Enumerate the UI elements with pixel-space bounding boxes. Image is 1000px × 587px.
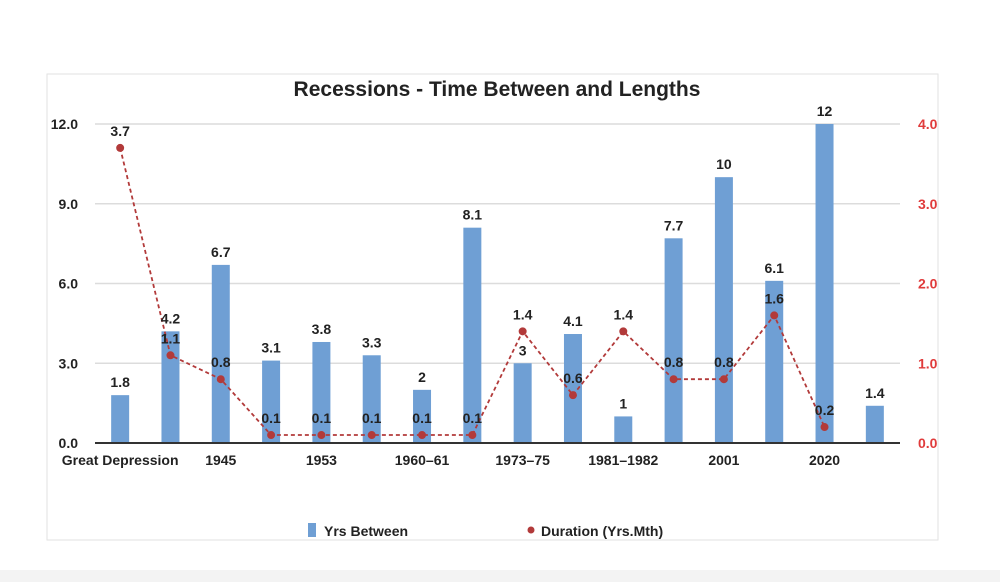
bar bbox=[664, 238, 683, 443]
bar-data-label: 1.4 bbox=[865, 385, 885, 401]
bar bbox=[362, 355, 381, 443]
line-data-label: 1.4 bbox=[614, 306, 634, 322]
chart-frame bbox=[46, 73, 939, 541]
x-tick-label: 2001 bbox=[708, 452, 739, 468]
bar bbox=[614, 416, 633, 443]
line-data-label: 0.8 bbox=[664, 354, 684, 370]
duration-point bbox=[317, 431, 326, 440]
bar-data-label: 12 bbox=[817, 103, 833, 119]
bar bbox=[513, 363, 532, 443]
line-data-label: 1.6 bbox=[764, 290, 784, 306]
bar-data-label: 4.2 bbox=[161, 310, 181, 326]
bar bbox=[312, 341, 331, 443]
bar bbox=[714, 177, 733, 443]
bar-data-label: 3 bbox=[519, 342, 527, 358]
bar bbox=[413, 389, 432, 443]
bar bbox=[211, 264, 230, 443]
legend-line-swatch bbox=[527, 526, 535, 534]
duration-point bbox=[216, 375, 225, 384]
legend-yrs-between: Yrs Between bbox=[324, 523, 408, 539]
line-data-label: 1.1 bbox=[161, 330, 181, 346]
x-tick-label: 1960–61 bbox=[395, 452, 450, 468]
bar bbox=[815, 124, 834, 443]
left-tick-label: 6.0 bbox=[59, 276, 79, 292]
bar bbox=[111, 395, 130, 443]
right-tick-label: 2.0 bbox=[918, 276, 938, 292]
duration-point bbox=[619, 327, 628, 336]
bar-data-label: 1.8 bbox=[110, 374, 130, 390]
duration-point bbox=[166, 351, 175, 360]
x-tick-label: 2020 bbox=[809, 452, 840, 468]
duration-point bbox=[669, 375, 678, 384]
line-data-label: 0.2 bbox=[815, 402, 835, 418]
bar-data-label: 3.3 bbox=[362, 334, 382, 350]
bar bbox=[865, 405, 884, 443]
bar bbox=[262, 360, 281, 443]
line-data-label: 1.4 bbox=[513, 306, 533, 322]
bar-data-label: 6.7 bbox=[211, 244, 231, 260]
left-tick-label: 9.0 bbox=[59, 196, 79, 212]
bar bbox=[563, 334, 582, 443]
left-tick-label: 3.0 bbox=[59, 355, 79, 371]
bar bbox=[161, 331, 180, 443]
bar-data-label: 10 bbox=[716, 156, 732, 172]
legend-duration: Duration (Yrs.Mth) bbox=[541, 523, 663, 539]
duration-point bbox=[770, 311, 779, 320]
duration-point bbox=[820, 423, 829, 432]
x-tick-label: 1981–1982 bbox=[588, 452, 658, 468]
bar-data-label: 3.8 bbox=[312, 321, 332, 337]
line-data-label: 0.8 bbox=[211, 354, 231, 370]
line-data-label: 0.1 bbox=[463, 410, 483, 426]
bar-data-label: 7.7 bbox=[664, 217, 684, 233]
right-tick-label: 3.0 bbox=[918, 196, 938, 212]
x-tick-label: 1973–75 bbox=[495, 452, 550, 468]
duration-point bbox=[418, 431, 427, 440]
bottom-strip bbox=[0, 570, 1000, 582]
duration-point bbox=[568, 391, 577, 400]
legend: Yrs Between Duration (Yrs.Mth) bbox=[308, 523, 663, 539]
right-tick-label: 0.0 bbox=[918, 435, 938, 451]
duration-point bbox=[468, 431, 477, 440]
line-data-label: 0.8 bbox=[714, 354, 734, 370]
bar-data-label: 1 bbox=[619, 395, 627, 411]
bar-data-label: 8.1 bbox=[463, 207, 483, 223]
bar-data-label: 4.1 bbox=[563, 313, 583, 329]
line-data-label: 0.1 bbox=[412, 410, 432, 426]
duration-point bbox=[367, 431, 376, 440]
x-tick-label: 1953 bbox=[306, 452, 337, 468]
bar-data-label: 3.1 bbox=[261, 340, 281, 356]
left-tick-label: 12.0 bbox=[51, 116, 78, 132]
bar-data-label: 2 bbox=[418, 369, 426, 385]
duration-point bbox=[116, 143, 125, 152]
right-tick-label: 1.0 bbox=[918, 355, 938, 371]
line-data-label: 0.6 bbox=[563, 370, 583, 386]
left-tick-label: 0.0 bbox=[59, 435, 79, 451]
chart-title: Recessions - Time Between and Lengths bbox=[294, 78, 701, 101]
line-data-label: 0.1 bbox=[261, 410, 281, 426]
right-tick-label: 4.0 bbox=[918, 116, 938, 132]
legend-bar-swatch bbox=[308, 523, 316, 537]
x-tick-label: 1945 bbox=[205, 452, 236, 468]
line-data-label: 0.1 bbox=[312, 410, 332, 426]
line-data-label: 3.7 bbox=[110, 123, 130, 139]
duration-point bbox=[518, 327, 527, 336]
bar bbox=[463, 227, 482, 443]
line-data-label: 0.1 bbox=[362, 410, 382, 426]
bar-data-label: 6.1 bbox=[764, 260, 784, 276]
x-tick-label: Great Depression bbox=[62, 452, 179, 468]
duration-point bbox=[719, 375, 728, 384]
duration-point bbox=[267, 431, 276, 440]
duration-line bbox=[119, 147, 826, 436]
